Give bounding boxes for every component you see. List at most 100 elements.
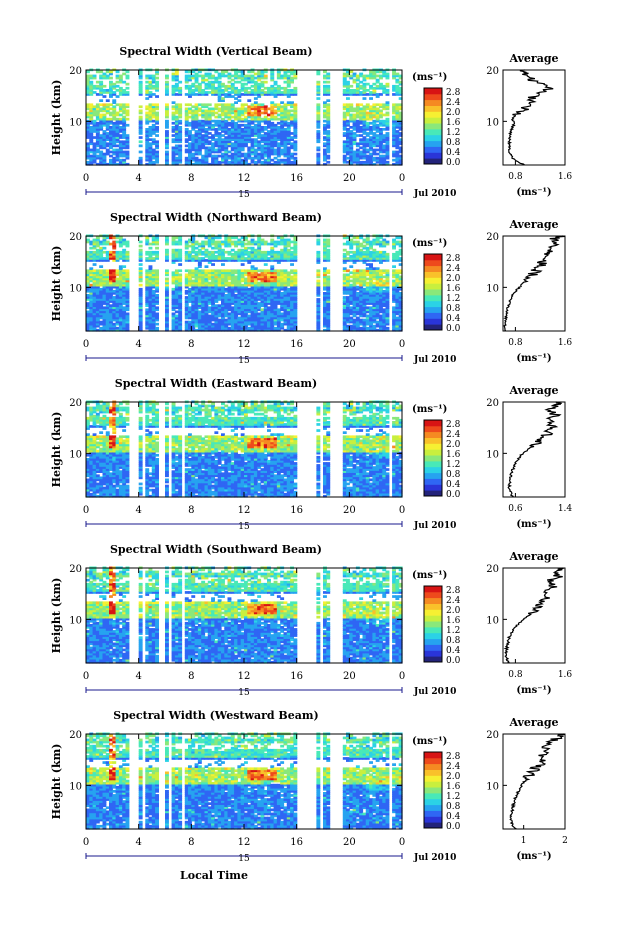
- heatmap-cell: [355, 74, 360, 78]
- heatmap-cell: [115, 308, 120, 312]
- heatmap-cell: [89, 138, 94, 141]
- heatmap-cell: [174, 115, 179, 119]
- heatmap-cell: [257, 84, 262, 88]
- heatmap-cell: [207, 308, 212, 312]
- average-line: [507, 69, 554, 166]
- heatmap-cell: [270, 144, 275, 148]
- heatmap-cell: [122, 154, 127, 158]
- heatmap-cell: [138, 123, 143, 127]
- heatmap-cell: [326, 109, 331, 113]
- heatmap-cell: [89, 140, 94, 144]
- heatmap-cell: [230, 105, 235, 109]
- heatmap-cell: [197, 279, 202, 283]
- heatmap-cell: [151, 236, 156, 240]
- heatmap-cell: [201, 119, 206, 123]
- heatmap-cell: [145, 250, 150, 254]
- heatmap-cell: [240, 128, 245, 131]
- heatmap-cell: [151, 111, 156, 115]
- heatmap-cell: [273, 103, 278, 107]
- heatmap-cell: [112, 242, 117, 246]
- heatmap-cell: [230, 111, 235, 115]
- heatmap-cell: [115, 156, 120, 160]
- heatmap-cell: [362, 86, 367, 90]
- heatmap-cell: [253, 91, 258, 94]
- heatmap-cell: [145, 132, 150, 135]
- heatmap-cell: [105, 275, 110, 279]
- heatmap-cell: [155, 314, 159, 318]
- heatmap-cell: [221, 93, 225, 96]
- heatmap-cell: [224, 154, 229, 158]
- heatmap-cell: [234, 152, 238, 156]
- heatmap-cell: [145, 154, 150, 158]
- heatmap-cell: [184, 134, 189, 137]
- heatmap-cell: [109, 326, 113, 330]
- heatmap-cell: [188, 121, 192, 125]
- heatmap-cell: [155, 326, 159, 330]
- heatmap-cell: [109, 80, 113, 84]
- heatmap-cell: [188, 308, 192, 312]
- heatmap-cell: [105, 119, 110, 123]
- heatmap-cell: [115, 285, 120, 289]
- heatmap-cell: [286, 109, 291, 113]
- heatmap-cell: [270, 109, 275, 113]
- heatmap-cell: [346, 72, 350, 76]
- heatmap-cell: [194, 242, 199, 246]
- heatmap-cell: [214, 123, 219, 127]
- heatmap-cell: [234, 107, 238, 111]
- heatmap-cell: [257, 107, 262, 111]
- heatmap-cell: [174, 144, 179, 148]
- heatmap-cell: [112, 117, 117, 121]
- heatmap-cell: [178, 322, 183, 326]
- heatmap-cell: [197, 121, 202, 125]
- heatmap-cell: [105, 271, 110, 275]
- heatmap-cell: [145, 292, 150, 295]
- heatmap-cell: [346, 121, 350, 125]
- heatmap-cell: [214, 132, 219, 135]
- heatmap-cell: [276, 70, 281, 74]
- heatmap-cell: [191, 74, 196, 78]
- heatmap-cell: [352, 91, 357, 94]
- heatmap-cell: [204, 318, 209, 322]
- heatmap-cell: [375, 113, 380, 117]
- heatmap-cell: [92, 312, 97, 316]
- heatmap-cell: [115, 320, 120, 324]
- heatmap-cell: [211, 326, 215, 330]
- heatmap-cell: [105, 123, 110, 127]
- heatmap-cell: [237, 128, 242, 131]
- heatmap-cell: [191, 236, 196, 240]
- heatmap-cell: [260, 91, 265, 94]
- heatmap-cell: [138, 80, 143, 84]
- heatmap-cell: [99, 259, 104, 262]
- heatmap-cell: [138, 277, 143, 281]
- heatmap-cell: [191, 109, 196, 113]
- heatmap-cell: [240, 84, 245, 88]
- heatmap-cell: [286, 138, 291, 141]
- heatmap-cell: [112, 148, 117, 152]
- heatmap-cell: [230, 152, 235, 156]
- heatmap-cell: [293, 103, 298, 107]
- heatmap-cell: [316, 109, 321, 113]
- heatmap-cell: [201, 160, 206, 164]
- heatmap-cell: [253, 128, 258, 131]
- heatmap-cell: [118, 250, 123, 254]
- heatmap-cell: [293, 93, 298, 96]
- heatmap-cell: [365, 154, 370, 158]
- heatmap-cell: [204, 109, 209, 113]
- heatmap-cell: [148, 314, 153, 318]
- heatmap-cell: [224, 103, 229, 107]
- heatmap-cell: [375, 134, 380, 137]
- heatmap-cell: [89, 294, 94, 297]
- heatmap-cell: [151, 314, 156, 318]
- heatmap-cell: [227, 74, 232, 78]
- heatmap-cell: [125, 316, 130, 320]
- heatmap-cell: [151, 259, 156, 262]
- heatmap-cell: [95, 296, 100, 299]
- heatmap-cell: [214, 130, 219, 133]
- heatmap-cell: [99, 140, 104, 144]
- heatmap-cell: [138, 252, 143, 256]
- heatmap-cell: [148, 91, 153, 94]
- heatmap-cell: [323, 132, 327, 135]
- heatmap-cell: [201, 298, 206, 301]
- heatmap-cell: [86, 312, 90, 316]
- heatmap-cell: [191, 158, 196, 162]
